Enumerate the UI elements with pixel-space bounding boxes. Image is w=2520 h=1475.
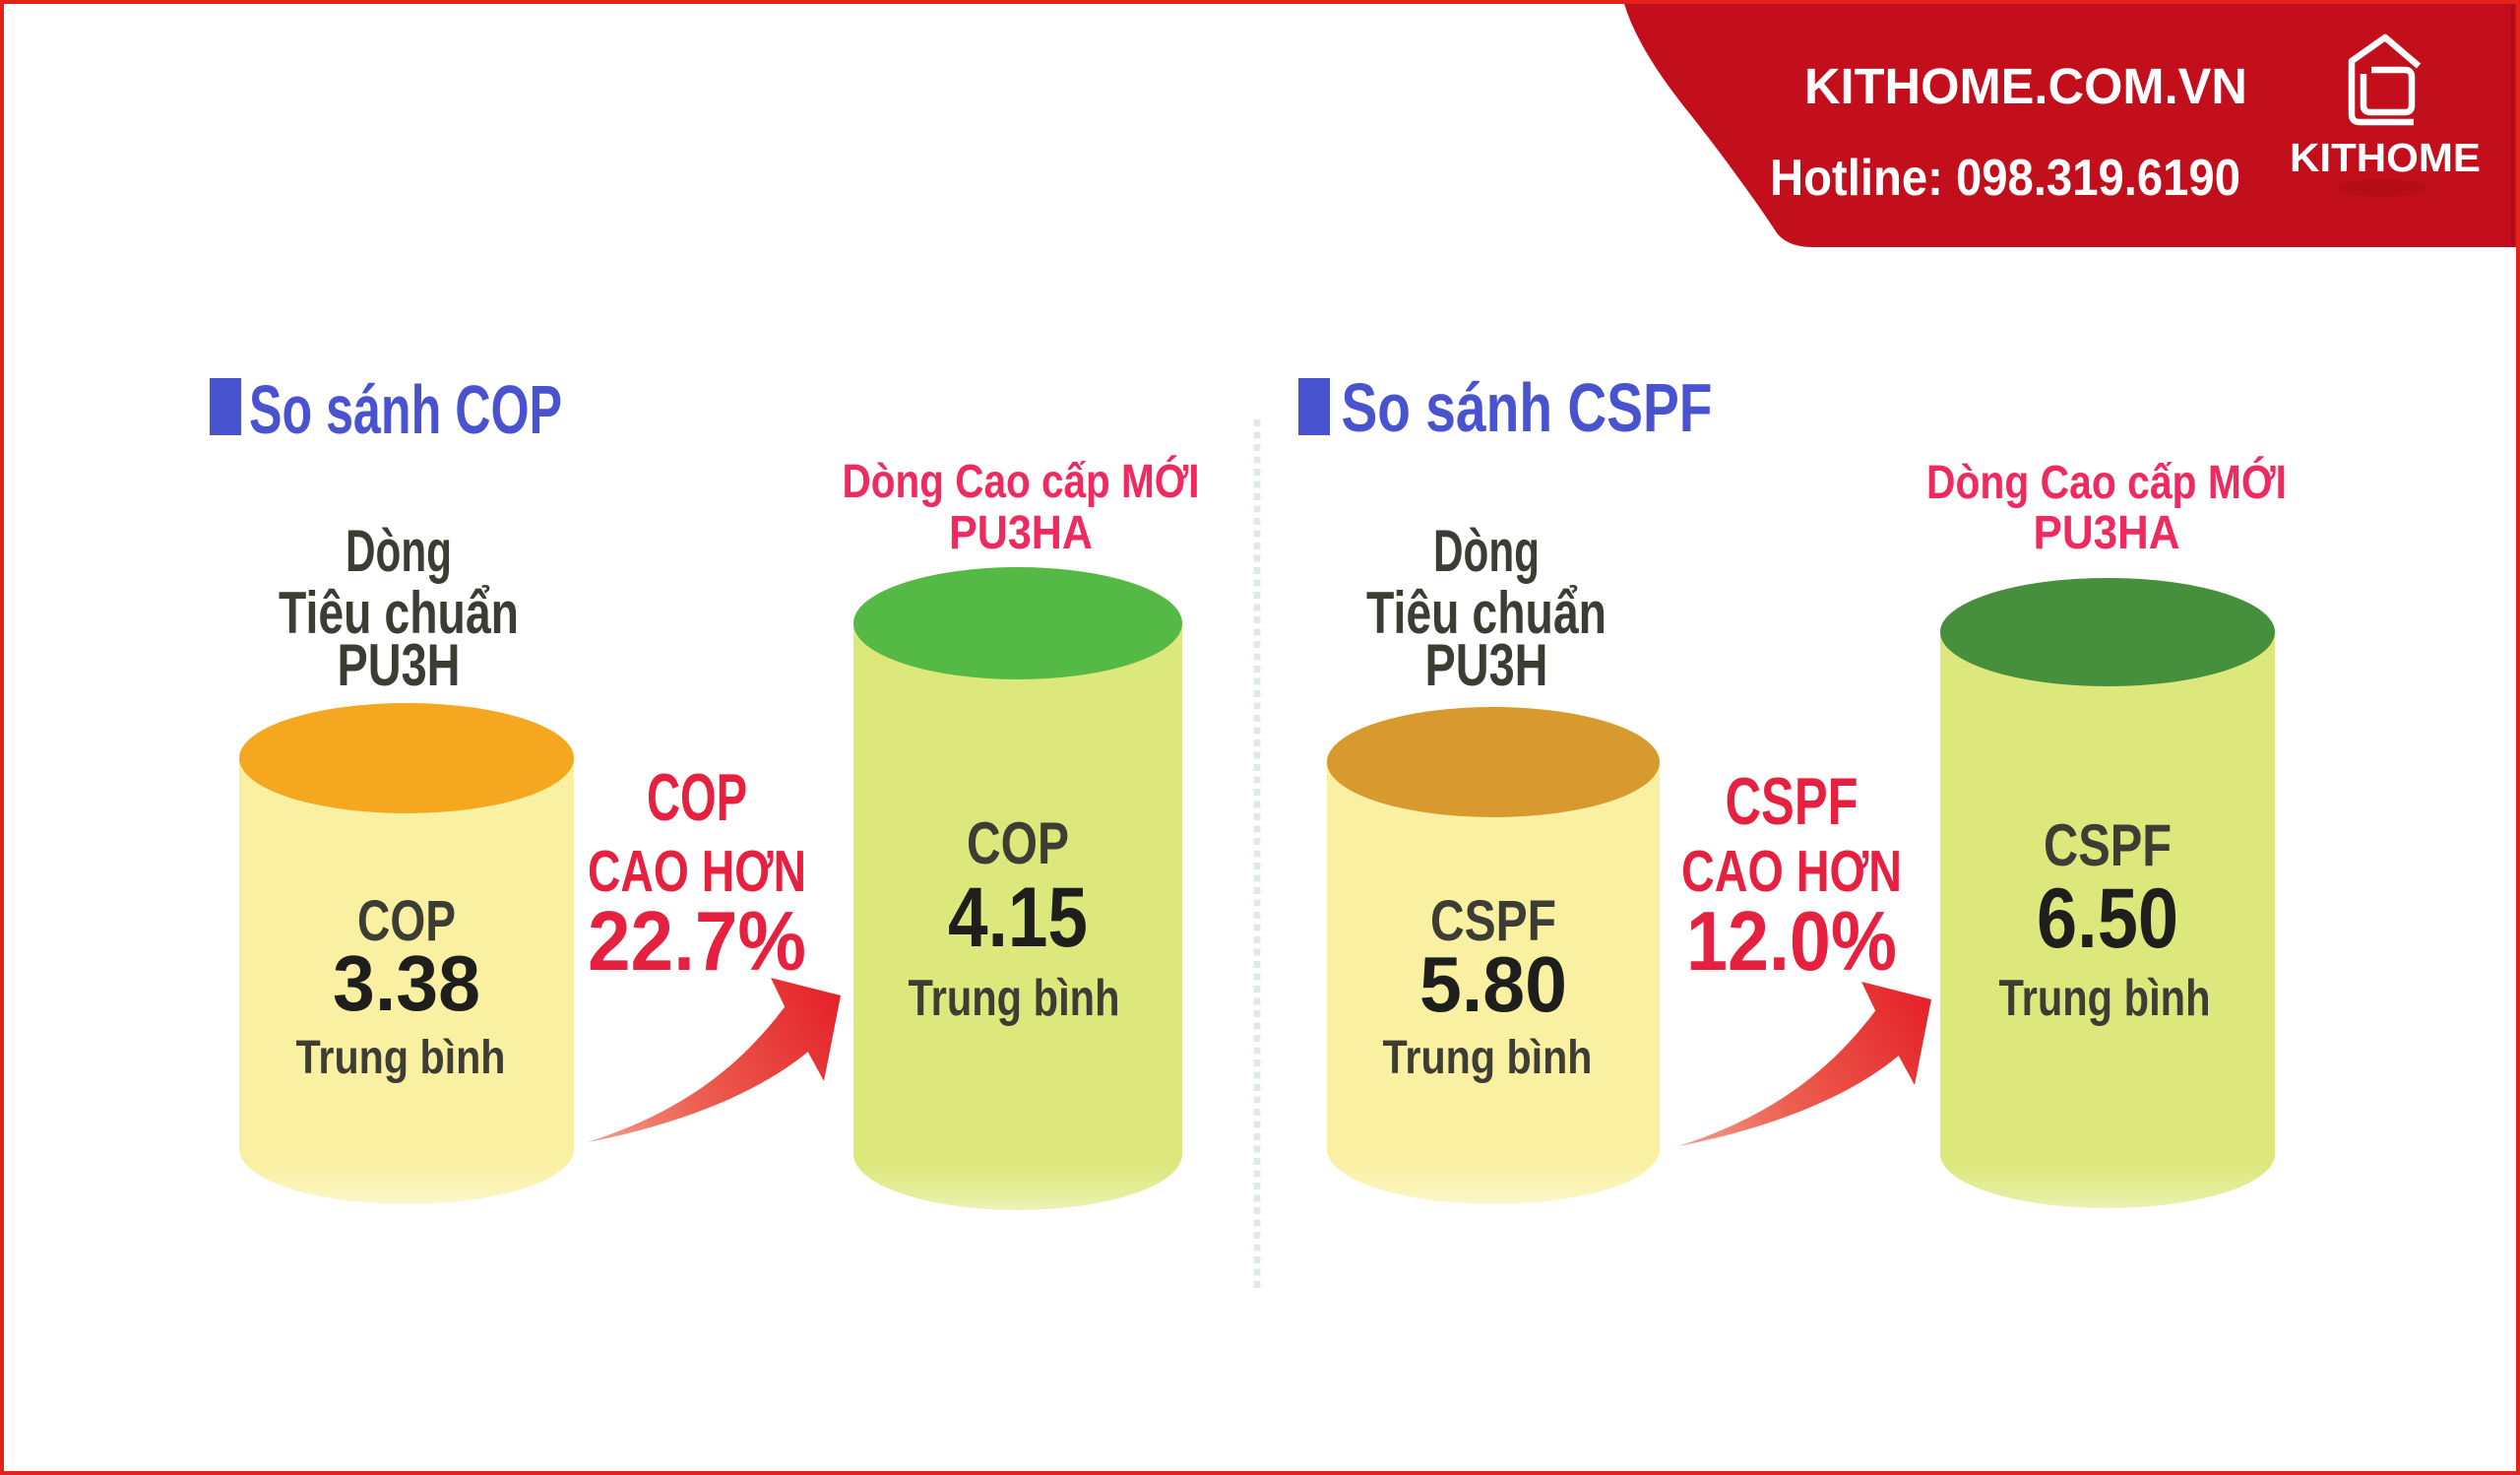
svg-text:Trung bình: Trung bình xyxy=(1999,970,2211,1027)
svg-text:22.7%: 22.7% xyxy=(588,895,806,989)
svg-text:6.50: 6.50 xyxy=(2037,871,2178,966)
svg-text:4.15: 4.15 xyxy=(948,870,1088,965)
svg-text:PU3HA: PU3HA xyxy=(2034,507,2180,559)
svg-text:COP: COP xyxy=(647,760,747,835)
svg-text:Dòng Cao cấp MỚI: Dòng Cao cấp MỚI xyxy=(1926,455,2287,509)
svg-text:Hotline: 098.319.6190: Hotline: 098.319.6190 xyxy=(1770,150,2240,207)
svg-text:PU3H: PU3H xyxy=(1425,632,1548,698)
svg-text:Trung bình: Trung bình xyxy=(909,970,1120,1027)
svg-text:CSPF: CSPF xyxy=(2044,812,2172,878)
svg-text:PU3H: PU3H xyxy=(338,632,461,698)
svg-text:COP: COP xyxy=(967,810,1069,876)
svg-text:12.0%: 12.0% xyxy=(1686,895,1897,989)
svg-text:3.38: 3.38 xyxy=(333,939,480,1027)
svg-text:So sánh COP: So sánh COP xyxy=(249,371,562,448)
svg-text:Trung bình: Trung bình xyxy=(296,1032,506,1084)
svg-text:Trung bình: Trung bình xyxy=(1383,1032,1593,1084)
svg-text:5.80: 5.80 xyxy=(1419,940,1567,1028)
svg-text:CAO HƠN: CAO HƠN xyxy=(1681,839,1902,904)
svg-text:Dòng: Dòng xyxy=(1433,518,1540,584)
svg-text:KITHOME.COM.VN: KITHOME.COM.VN xyxy=(1804,58,2247,114)
svg-text:Tiêu chuẩn: Tiêu chuẩn xyxy=(1366,580,1606,646)
svg-text:COP: COP xyxy=(357,889,456,953)
svg-text:Dòng: Dòng xyxy=(346,518,452,584)
svg-text:CSPF: CSPF xyxy=(1726,764,1858,839)
svg-text:PU3HA: PU3HA xyxy=(949,507,1093,559)
svg-text:Tiêu chuẩn: Tiêu chuẩn xyxy=(279,580,519,646)
svg-text:CAO HƠN: CAO HƠN xyxy=(588,839,806,904)
svg-text:Dòng Cao cấp MỚI: Dòng Cao cấp MỚI xyxy=(843,454,1200,508)
svg-text:KITHOME: KITHOME xyxy=(2290,135,2481,180)
svg-text:So sánh CSPF: So sánh CSPF xyxy=(1342,369,1713,446)
svg-text:CSPF: CSPF xyxy=(1430,889,1556,953)
